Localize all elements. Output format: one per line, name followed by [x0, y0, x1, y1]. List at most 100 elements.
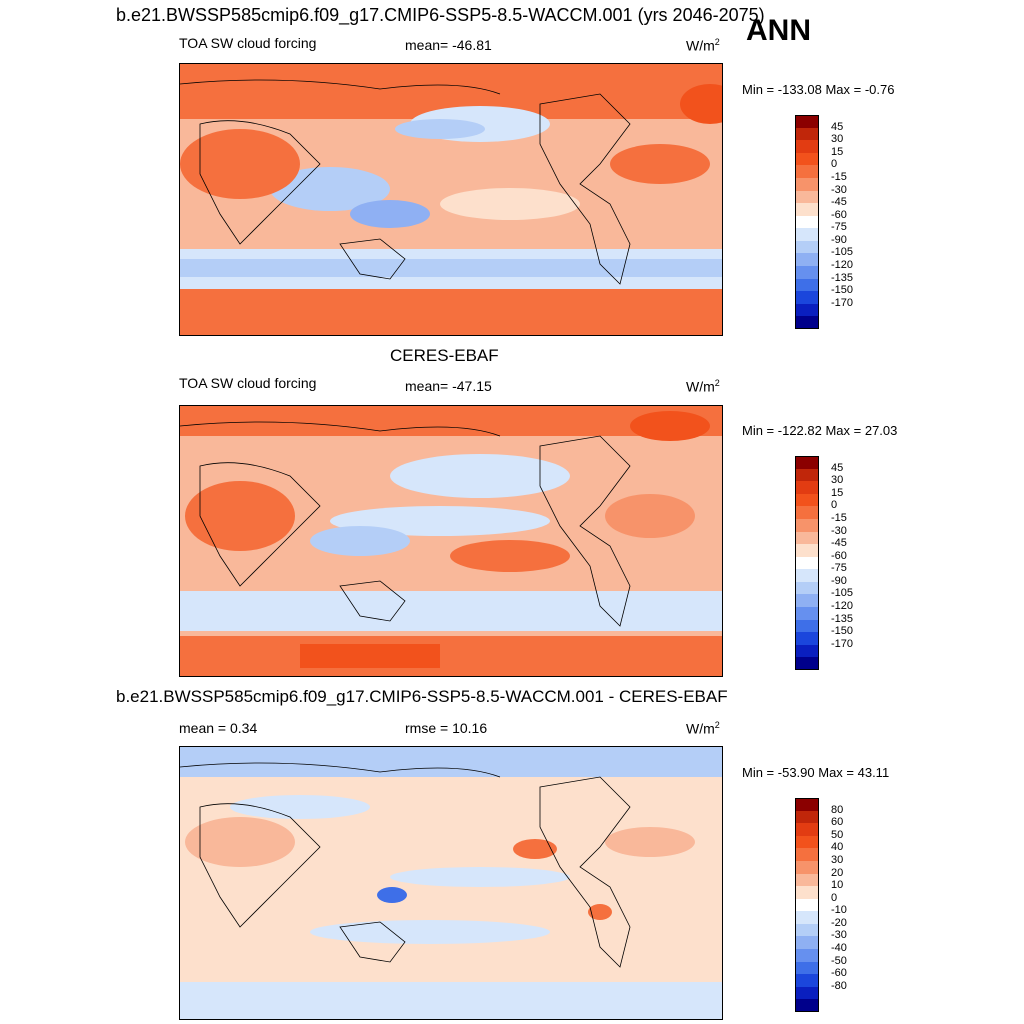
colorbar-label: 0	[831, 158, 838, 171]
colorbar-label: 60	[831, 816, 844, 829]
colorbar-label: -150	[831, 625, 854, 638]
colorbar-label: -170	[831, 637, 854, 650]
colorbar-label: -75	[831, 562, 847, 575]
colorbar-label: -135	[831, 271, 854, 284]
panel3-colorbar: 80 60 50 40 30 20 10 0 -10 -20 -30 -40 -50 -60 -80	[795, 798, 875, 1013]
panel3-minmax: Min = -53.90 Max = 43.11	[742, 765, 890, 780]
colorbar-label: -10	[831, 904, 847, 917]
colorbar-swatch	[795, 986, 819, 1000]
panel2-title: CERES-EBAF	[390, 346, 499, 365]
colorbar-swatch	[795, 949, 819, 963]
colorbar-label: -135	[831, 612, 854, 625]
colorbar-swatch	[795, 923, 819, 937]
colorbar-swatch	[795, 594, 819, 608]
colorbar-label: -50	[831, 954, 847, 967]
colorbar-label: -90	[831, 574, 847, 587]
colorbar-swatch	[795, 619, 819, 633]
colorbar-swatch	[795, 531, 819, 545]
colorbar-swatch	[795, 936, 819, 950]
colorbar-swatch	[795, 810, 819, 824]
colorbar-swatch	[795, 266, 819, 280]
colorbar-label: -30	[831, 929, 847, 942]
colorbar-swatch	[795, 240, 819, 254]
colorbar-swatch	[795, 999, 819, 1013]
colorbar-swatch	[795, 493, 819, 507]
colorbar-swatch	[795, 481, 819, 495]
colorbar-swatch	[795, 506, 819, 520]
colorbar-swatch	[795, 632, 819, 646]
colorbar-label: -60	[831, 549, 847, 562]
colorbar-swatch	[795, 798, 819, 812]
colorbar-label: -45	[831, 196, 847, 209]
colorbar-label: 30	[831, 133, 844, 146]
colorbar-label: -105	[831, 246, 854, 259]
panel2-colorbar: 45 30 15 0 -15 -30 -45 -60 -75 -90 -105 -120 -135 -15…	[795, 456, 875, 671]
colorbar-swatch	[795, 886, 819, 900]
colorbar-swatch	[795, 873, 819, 887]
colorbar-swatch	[795, 581, 819, 595]
colorbar-label: -150	[831, 284, 854, 297]
colorbar-swatch	[795, 898, 819, 912]
colorbar-label: -90	[831, 233, 847, 246]
panel2-mean: mean= -47.15	[405, 378, 492, 394]
colorbar-swatch	[795, 848, 819, 862]
colorbar-label: -60	[831, 208, 847, 221]
colorbar-label: 40	[831, 841, 844, 854]
colorbar-label: 0	[831, 891, 838, 904]
colorbar-swatch	[795, 607, 819, 621]
colorbar-swatch	[795, 278, 819, 292]
colorbar-label: 45	[831, 120, 844, 133]
colorbar-swatch	[795, 127, 819, 141]
colorbar-label: -15	[831, 511, 847, 524]
colorbar-swatch	[795, 316, 819, 330]
colorbar-swatch	[795, 961, 819, 975]
colorbar-label: 80	[831, 803, 844, 816]
colorbar-label: -40	[831, 942, 847, 955]
colorbar-label: -80	[831, 979, 847, 992]
colorbar-swatch	[795, 974, 819, 988]
colorbar-label: -30	[831, 183, 847, 196]
colorbar-swatch	[795, 152, 819, 166]
colorbar-label: 15	[831, 145, 844, 158]
panel1-mean: mean= -46.81	[405, 37, 492, 53]
colorbar-swatch	[795, 228, 819, 242]
panel1-units: W/m2	[686, 37, 720, 54]
colorbar-swatch	[795, 556, 819, 570]
colorbar-swatch	[795, 115, 819, 129]
panel2-variable: TOA SW cloud forcing	[179, 375, 317, 391]
colorbar-swatch	[795, 911, 819, 925]
panel1-variable: TOA SW cloud forcing	[179, 35, 317, 51]
colorbar-label: 0	[831, 499, 838, 512]
panel3-mean: mean = 0.34	[179, 720, 258, 736]
colorbar-swatch	[795, 544, 819, 558]
colorbar-label: -170	[831, 296, 854, 309]
panel1-map	[179, 63, 723, 336]
colorbar-label: -75	[831, 221, 847, 234]
colorbar-swatch	[795, 291, 819, 305]
colorbar-label: 20	[831, 866, 844, 879]
colorbar-swatch	[795, 518, 819, 533]
season-label: ANN	[746, 14, 811, 47]
colorbar-swatch	[795, 657, 819, 671]
colorbar-swatch	[795, 215, 819, 229]
colorbar-label: -30	[831, 524, 847, 537]
colorbar-label: -105	[831, 587, 854, 600]
colorbar-label: 45	[831, 461, 844, 474]
colorbar-label: 15	[831, 486, 844, 499]
colorbar-swatch	[795, 253, 819, 267]
colorbar-swatch	[795, 456, 819, 470]
colorbar-swatch	[795, 177, 819, 192]
colorbar-swatch	[795, 468, 819, 482]
colorbar-label: -15	[831, 170, 847, 183]
colorbar-label: 30	[831, 474, 844, 487]
colorbar-swatch	[795, 203, 819, 217]
panel3-map	[179, 746, 723, 1020]
panel3-title: b.e21.BWSSP585cmip6.f09_g17.CMIP6-SSP5-8…	[116, 687, 728, 706]
colorbar-swatch	[795, 165, 819, 179]
panel2-map	[179, 405, 723, 677]
colorbar-swatch	[795, 303, 819, 317]
panel2-minmax: Min = -122.82 Max = 27.03	[742, 423, 898, 438]
colorbar-label: -60	[831, 967, 847, 980]
panel1-colorbar: 45 30 15 0 -15 -30 -45 -60 -75 -90 -105 -120 -135 -15…	[795, 115, 875, 330]
model-title: b.e21.BWSSP585cmip6.f09_g17.CMIP6-SSP5-8…	[116, 5, 765, 25]
